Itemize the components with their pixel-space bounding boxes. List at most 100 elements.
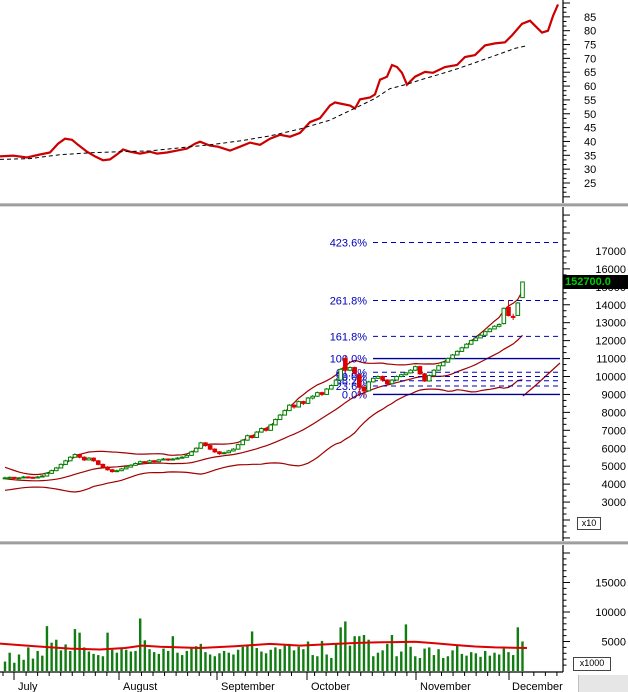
y-tick-label: 11000 — [596, 354, 626, 366]
volume-bar — [166, 650, 170, 671]
volume-bar — [8, 652, 11, 671]
volume-bar — [148, 649, 151, 671]
volume-bar — [171, 636, 175, 671]
volume-bar — [390, 635, 394, 671]
candle-down — [81, 456, 87, 461]
volume-bar — [199, 643, 203, 671]
y-tick-label: 13000 — [595, 318, 626, 330]
volume-bar — [497, 654, 501, 671]
candle-down — [217, 451, 222, 455]
volume-bar — [483, 650, 487, 671]
volume-bar — [101, 656, 105, 671]
candle-down — [506, 306, 511, 317]
volume-bar — [521, 641, 524, 671]
candle-up — [454, 350, 460, 356]
volume-bar — [241, 646, 244, 671]
volume-bar — [129, 651, 133, 671]
y-tick-label: 16000 — [595, 264, 626, 276]
candle-up — [478, 334, 483, 339]
candle-up — [277, 414, 283, 421]
y-tick-label: 65 — [584, 67, 596, 79]
volume-bar — [41, 655, 44, 671]
bollinger-band-extension — [522, 362, 561, 397]
y-tick-label: 5000 — [602, 461, 626, 473]
candle-up — [459, 347, 465, 352]
indicator-line — [0, 3, 560, 162]
candle-up — [492, 325, 497, 330]
x-axis-month-label: September — [221, 681, 275, 692]
volume-bar — [325, 654, 328, 671]
candle-down — [91, 457, 96, 462]
candle-up — [259, 428, 264, 433]
candle-down — [109, 469, 115, 473]
volume-bar — [250, 631, 254, 671]
y-tick-label: 45 — [584, 123, 596, 135]
candle-up — [515, 302, 521, 317]
candle-down — [30, 476, 36, 479]
candle-up — [179, 456, 185, 459]
candle-up — [35, 476, 40, 479]
volume-bar — [83, 647, 86, 671]
candle-up — [114, 470, 120, 473]
candle-up — [436, 365, 441, 371]
candle-down — [319, 392, 325, 395]
volume-bar — [269, 649, 272, 671]
candle-up — [7, 476, 12, 479]
candle-up — [296, 401, 302, 408]
y-tick-label: 55 — [584, 95, 596, 107]
candle-up — [408, 369, 413, 374]
volume-bar — [428, 647, 431, 671]
y-tick-label: 6000 — [602, 443, 626, 455]
candle-down — [343, 358, 348, 371]
candle-down — [384, 379, 390, 385]
volume-bar — [306, 641, 310, 671]
volume-bar — [45, 626, 49, 671]
candle-up — [520, 281, 525, 299]
fib-level-label: 100.0% — [330, 354, 368, 366]
volume-bar — [311, 655, 314, 671]
candle-up — [305, 397, 311, 404]
candle-up — [226, 450, 232, 454]
candle-down — [165, 458, 171, 461]
candle-up — [63, 460, 68, 465]
candle-up — [426, 375, 432, 382]
candle-down — [12, 476, 17, 479]
y-tick-label: 50 — [584, 109, 596, 121]
volume-bar — [111, 649, 114, 671]
x-axis-month-label: July — [18, 681, 38, 692]
volume-bar — [31, 658, 35, 671]
candle-down — [361, 386, 367, 392]
volume-bar — [138, 618, 142, 671]
candle-down — [105, 466, 110, 471]
candle-up — [450, 354, 455, 360]
y-tick-label: 35 — [584, 150, 596, 162]
volume-bar — [92, 653, 95, 671]
volume-bar — [292, 650, 296, 671]
y-tick-label: 40 — [584, 136, 596, 148]
volume-bar — [176, 652, 179, 671]
candle-up — [184, 454, 190, 458]
candle-up — [403, 372, 409, 376]
candle-up — [221, 452, 227, 455]
candle-up — [412, 366, 418, 371]
panel-splitter-top[interactable] — [0, 203, 628, 207]
volume-bar — [143, 640, 147, 671]
candle-down — [26, 476, 31, 479]
y-tick-label: 75 — [584, 40, 596, 52]
candle-up — [282, 410, 288, 416]
candle-up — [137, 461, 143, 464]
candle-up — [338, 368, 343, 381]
volume-bar — [255, 647, 258, 671]
volume-bar — [330, 658, 333, 671]
candle-up — [324, 388, 329, 395]
signal-ma-line — [0, 44, 529, 160]
volume-bar — [465, 655, 468, 671]
volume-bar — [358, 636, 361, 671]
volume-bar — [437, 649, 440, 671]
candle-down — [207, 445, 213, 450]
panel-splitter-bottom[interactable] — [0, 541, 628, 545]
axis-corner-filler — [578, 675, 628, 692]
candle-down — [263, 428, 269, 431]
candle-up — [398, 374, 404, 377]
y-tick-label: 12000 — [595, 336, 626, 348]
